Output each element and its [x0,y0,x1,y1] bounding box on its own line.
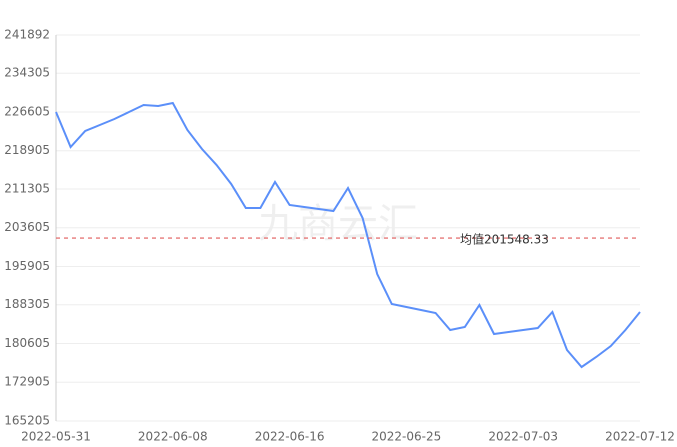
y-tick-label: 234305 [4,66,50,80]
average-label: 均值201548.33 [460,232,549,247]
line-series [55,101,641,369]
y-tick-label: 203605 [4,220,50,234]
y-tick-label: 226605 [4,104,50,118]
y-tick-label: 165205 [4,414,50,428]
y-tick-label: 195905 [4,259,50,273]
x-tick-label: 2022-06-16 [255,430,325,444]
watermark: 九商云汇 [258,201,418,247]
x-tick-label: 2022-05-31 [21,430,91,444]
y-tick-label: 211305 [4,181,50,195]
y-tick-label: 218905 [4,143,50,157]
x-tick-label: 2022-06-08 [138,430,208,444]
y-tick-label: 180605 [4,336,50,350]
y-tick-label: 188305 [4,297,50,311]
x-tick-label: 2022-07-03 [488,430,558,444]
x-tick-label: 2022-07-12 [605,430,675,444]
x-tick-label: 2022-06-25 [372,430,442,444]
y-tick-label: 241892 [4,28,50,42]
y-tick-label: 172905 [4,375,50,389]
